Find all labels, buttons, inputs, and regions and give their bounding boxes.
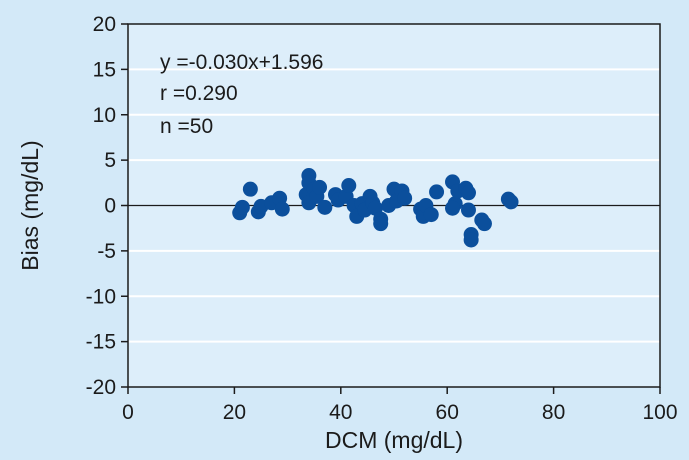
data-point	[397, 190, 413, 206]
data-points	[232, 168, 519, 248]
tick-labels: -20 -15 -10 -5 0 5 10 15 20 0 20 40 60 80 100	[86, 13, 678, 424]
x-axis-title: DCM (mg/dL)	[325, 427, 463, 453]
data-point	[460, 185, 476, 201]
data-point	[274, 201, 290, 217]
correlation-coefficient: r =0.290	[160, 82, 238, 105]
data-point	[476, 216, 492, 232]
y-tick-label: -5	[97, 240, 116, 263]
data-point	[242, 181, 258, 197]
data-point	[234, 199, 250, 215]
data-point	[312, 179, 328, 195]
data-point	[460, 202, 476, 218]
y-tick-label: 15	[93, 58, 116, 81]
data-point	[429, 184, 445, 200]
y-tick-label: 0	[104, 195, 116, 218]
regression-equation: y =-0.030x+1.596	[160, 51, 323, 74]
x-tick-label: 60	[436, 401, 459, 424]
data-point	[423, 207, 439, 223]
data-point	[373, 216, 389, 232]
data-point	[341, 178, 357, 194]
data-point	[463, 232, 479, 248]
x-tick-label: 100	[642, 401, 677, 424]
x-tick-label: 40	[329, 401, 352, 424]
data-point	[317, 199, 333, 215]
y-tick-label: -10	[86, 285, 116, 308]
grid-layer	[128, 68, 660, 343]
data-point	[445, 200, 461, 216]
y-tick-label: 20	[93, 13, 116, 36]
sample-size: n =50	[160, 115, 213, 138]
x-tick-label: 20	[223, 401, 246, 424]
y-axis-title: Bias (mg/dL)	[17, 140, 43, 270]
y-tick-label: 5	[104, 149, 116, 172]
y-tick-label: 10	[93, 104, 116, 127]
x-tick-label: 0	[122, 401, 134, 424]
y-tick-label: -15	[86, 331, 116, 354]
x-tick-label: 80	[542, 401, 565, 424]
data-point	[503, 194, 519, 210]
y-tick-label: -20	[86, 376, 116, 399]
axis-ticks	[121, 23, 661, 394]
